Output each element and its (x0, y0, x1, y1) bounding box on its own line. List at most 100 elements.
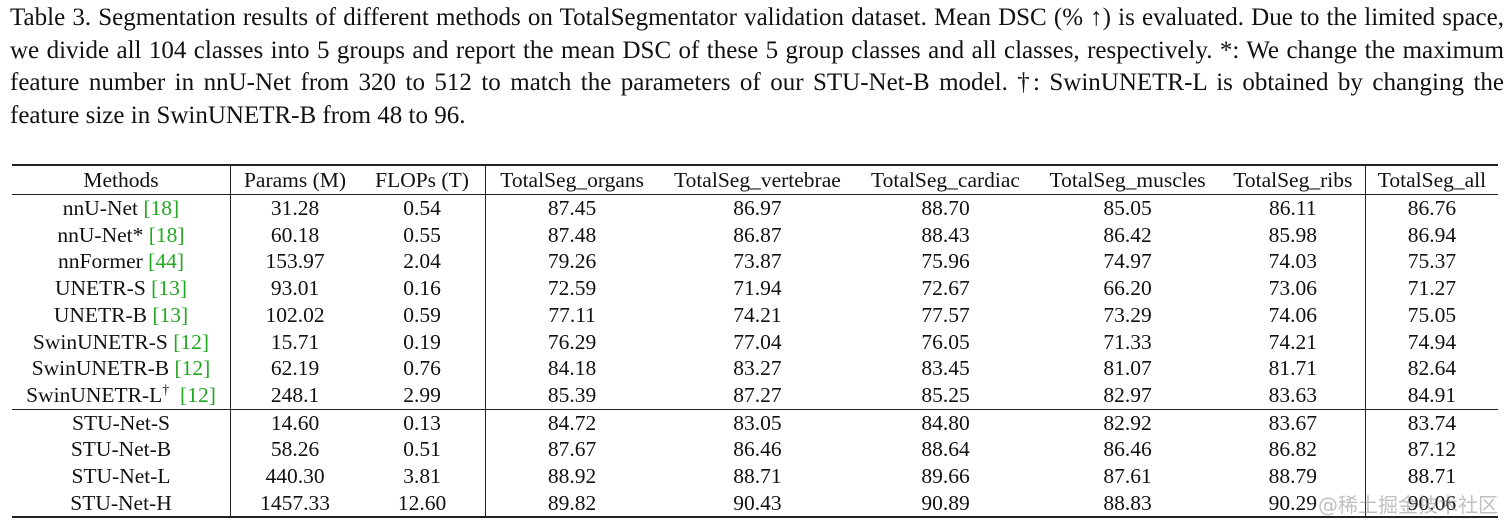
cardiac-cell: 90.89 (921, 490, 970, 515)
organs-cell: 72.59 (485, 275, 659, 302)
flops-cell: 0.13 (403, 410, 441, 435)
method-name: nnFormer (58, 249, 143, 274)
organs-cell: 76.29 (485, 328, 659, 356)
method-cell: SwinUNETR-S [12] (12, 329, 231, 356)
header-flops: FLOPs (T) (375, 168, 469, 192)
params-cell: 31.28 (230, 194, 359, 222)
all-cell: 74.94 (1364, 328, 1498, 356)
caption-text: Table 3. Segmentation results of differe… (10, 4, 1504, 129)
organs-cell: 84.72 (485, 409, 659, 437)
params-cell: 440.30 (230, 463, 359, 490)
vertebrae-cell: 87.27 (733, 382, 782, 407)
ribs-cell: 73.06 (1268, 276, 1317, 301)
flops-cell: 2.99 (403, 382, 441, 407)
method-name: UNETR-B (53, 302, 147, 327)
table-row: STU-Net-S 14.60 0.13 84.72 83.05 84.80 82.92 83… (12, 409, 1498, 437)
vertebrae-cell: 86.46 (733, 437, 782, 462)
vertebrae-cell: 83.27 (733, 356, 782, 381)
muscles-cell: 81.07 (1103, 356, 1152, 381)
all-cell: 71.27 (1364, 275, 1498, 302)
cardiac-cell: 84.80 (921, 410, 970, 435)
method-cell: UNETR-S [13] (12, 275, 231, 302)
muscles-cell: 85.05 (1103, 196, 1152, 220)
flops-cell: 3.81 (403, 464, 441, 489)
ribs-cell: 74.21 (1268, 329, 1317, 354)
table-row: nnFormer [44] 153.97 2.04 79.26 73.87 75.96 74… (12, 248, 1498, 276)
all-cell: 90.06 (1364, 489, 1498, 518)
vertebrae-cell: 86.87 (733, 222, 782, 247)
method-name: STU-Net-B (70, 437, 172, 462)
cardiac-cell: 85.25 (921, 382, 970, 407)
header-all: TotalSeg_all (1364, 165, 1498, 195)
citation-link[interactable]: [18] (143, 196, 180, 220)
table-row: nnU-Net [18] 31.28 0.54 87.45 86.97 88.70 85.0… (12, 194, 1498, 222)
method-cell: nnFormer [44] (12, 248, 231, 275)
params-cell: 153.97 (230, 248, 359, 276)
organs-cell: 88.92 (485, 463, 659, 490)
flops-cell: 0.51 (403, 437, 441, 462)
params-cell: 248.1 (230, 381, 359, 410)
table-row: UNETR-S [13] 93.01 0.16 72.59 71.94 72.67 66.2… (12, 275, 1498, 302)
method-name: STU-Net-H (70, 490, 172, 515)
muscles-cell: 74.97 (1103, 249, 1152, 274)
citation-link[interactable]: [12] (174, 356, 211, 381)
header-ribs: TotalSeg_ribs (1233, 168, 1353, 192)
cardiac-cell: 76.05 (921, 329, 970, 354)
table-header: Methods Params (M) FLOPs (T) TotalSeg_or… (12, 165, 1498, 195)
results-table: Methods Params (M) FLOPs (T) TotalSeg_or… (12, 164, 1498, 518)
all-cell: 84.91 (1364, 381, 1498, 410)
vertebrae-cell: 86.97 (733, 196, 782, 220)
organs-cell: 85.39 (485, 381, 659, 410)
cardiac-cell: 83.45 (921, 356, 970, 381)
vertebrae-cell: 71.94 (733, 276, 782, 301)
cardiac-cell: 75.96 (921, 249, 970, 274)
ribs-cell: 88.79 (1268, 464, 1317, 489)
all-cell: 82.64 (1364, 355, 1498, 382)
muscles-cell: 82.92 (1103, 410, 1152, 435)
all-cell: 75.05 (1364, 301, 1498, 329)
vertebrae-cell: 83.05 (733, 410, 782, 435)
muscles-cell: 86.42 (1103, 222, 1152, 247)
header-methods: Methods (83, 168, 159, 192)
cardiac-cell: 89.66 (921, 464, 970, 489)
method-name: UNETR-S (55, 276, 146, 301)
method-cell: SwinUNETR-L† [12] (12, 382, 231, 409)
muscles-cell: 86.46 (1103, 437, 1152, 462)
flops-cell: 0.59 (403, 302, 441, 327)
method-cell: SwinUNETR-B [12] (12, 355, 231, 382)
cardiac-cell: 72.67 (921, 276, 970, 301)
citation-link[interactable]: [44] (148, 249, 184, 274)
muscles-cell: 71.33 (1103, 329, 1152, 354)
flops-cell: 0.55 (403, 222, 441, 247)
ribs-cell: 83.67 (1268, 410, 1317, 435)
params-cell: 60.18 (230, 221, 359, 249)
method-name: nnU-Net (62, 196, 139, 220)
header-muscles: TotalSeg_muscles (1049, 168, 1206, 192)
citation-link[interactable]: [18] (148, 222, 185, 247)
citation-link[interactable]: [12] (180, 382, 216, 407)
table-row: STU-Net-B 58.26 0.51 87.67 86.46 88.64 86.46 86… (12, 436, 1498, 464)
citation-link[interactable]: [13] (152, 302, 189, 327)
all-cell: 75.37 (1364, 248, 1498, 276)
method-cell: nnU-Net [18] (12, 195, 231, 222)
flops-cell: 12.60 (397, 490, 447, 515)
table-row: nnU-Net* [18] 60.18 0.55 87.48 86.87 88.43 86.… (12, 221, 1498, 249)
method-cell: STU-Net-L (12, 463, 231, 490)
vertebrae-cell: 77.04 (733, 329, 782, 354)
flops-cell: 0.16 (403, 276, 441, 301)
header-params: Params (M) (230, 165, 359, 195)
vertebrae-cell: 73.87 (733, 249, 782, 274)
method-cell: STU-Net-S (12, 409, 231, 436)
ribs-cell: 83.63 (1268, 382, 1317, 407)
flops-cell: 2.04 (403, 249, 441, 274)
citation-link[interactable]: [13] (151, 276, 187, 301)
method-cell: STU-Net-H (12, 490, 231, 518)
flops-cell: 0.54 (403, 196, 441, 220)
citation-link[interactable]: [12] (173, 329, 210, 354)
header-organs: TotalSeg_organs (485, 165, 659, 195)
vertebrae-cell: 88.71 (733, 464, 782, 489)
cardiac-cell: 88.70 (921, 196, 970, 220)
muscles-cell: 73.29 (1103, 302, 1152, 327)
vertebrae-cell: 74.21 (733, 302, 782, 327)
organs-cell: 84.18 (485, 355, 659, 382)
